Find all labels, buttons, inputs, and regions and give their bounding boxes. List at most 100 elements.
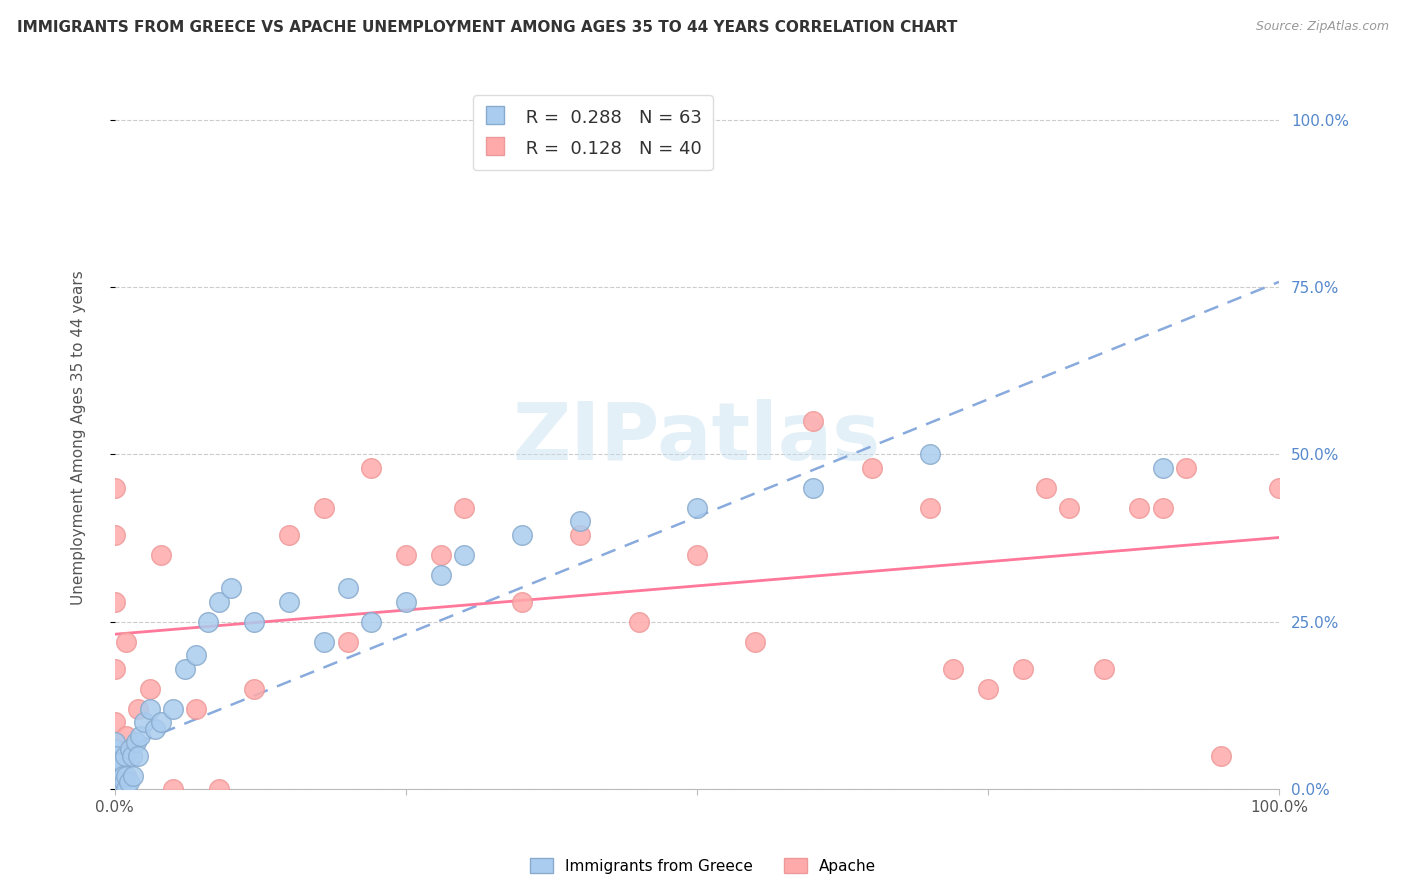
Text: Source: ZipAtlas.com: Source: ZipAtlas.com: [1256, 20, 1389, 33]
Point: [569, 515, 592, 529]
Point: [1035, 481, 1057, 495]
Point: [173, 662, 195, 676]
Point: [127, 702, 149, 716]
Point: [453, 501, 475, 516]
Point: [162, 782, 184, 797]
Legend:  R =  0.288   N = 63,  R =  0.128   N = 40: R = 0.288 N = 63, R = 0.128 N = 40: [472, 95, 713, 170]
Point: [104, 735, 127, 749]
Point: [104, 662, 127, 676]
Point: [1152, 501, 1174, 516]
Point: [112, 775, 135, 789]
Point: [115, 729, 138, 743]
Point: [942, 662, 965, 676]
Point: [801, 414, 824, 428]
Point: [744, 635, 766, 649]
Point: [110, 769, 132, 783]
Point: [104, 762, 127, 776]
Point: [314, 501, 336, 516]
Point: [510, 595, 533, 609]
Point: [111, 756, 134, 770]
Point: [243, 615, 266, 629]
Point: [111, 775, 134, 789]
Point: [801, 481, 824, 495]
Point: [132, 715, 155, 730]
Point: [860, 461, 883, 475]
Point: [569, 528, 592, 542]
Point: [107, 762, 129, 776]
Point: [104, 775, 127, 789]
Point: [104, 769, 127, 783]
Point: [111, 782, 134, 797]
Point: [104, 481, 127, 495]
Point: [918, 501, 941, 516]
Point: [108, 775, 131, 789]
Point: [219, 582, 242, 596]
Point: [336, 582, 359, 596]
Point: [127, 748, 149, 763]
Point: [150, 548, 173, 562]
Point: [278, 595, 301, 609]
Point: [104, 762, 127, 776]
Point: [145, 722, 167, 736]
Point: [104, 748, 127, 763]
Point: [1012, 662, 1035, 676]
Point: [114, 748, 136, 763]
Point: [510, 528, 533, 542]
Point: [150, 715, 173, 730]
Point: [105, 782, 128, 797]
Point: [243, 681, 266, 696]
Point: [104, 769, 127, 783]
Point: [278, 528, 301, 542]
Point: [1059, 501, 1081, 516]
Point: [104, 742, 127, 756]
Point: [104, 782, 127, 797]
Point: [977, 681, 1000, 696]
Point: [627, 615, 650, 629]
Point: [111, 769, 134, 783]
Text: IMMIGRANTS FROM GREECE VS APACHE UNEMPLOYMENT AMONG AGES 35 TO 44 YEARS CORRELAT: IMMIGRANTS FROM GREECE VS APACHE UNEMPLO…: [17, 20, 957, 35]
Point: [104, 782, 127, 797]
Point: [105, 756, 128, 770]
Point: [115, 769, 138, 783]
Point: [360, 615, 382, 629]
Legend: Immigrants from Greece, Apache: Immigrants from Greece, Apache: [524, 852, 882, 880]
Point: [1268, 481, 1291, 495]
Point: [186, 702, 208, 716]
Point: [107, 775, 129, 789]
Point: [314, 635, 336, 649]
Point: [104, 775, 127, 789]
Point: [138, 702, 160, 716]
Y-axis label: Unemployment Among Ages 35 to 44 years: Unemployment Among Ages 35 to 44 years: [72, 270, 86, 605]
Point: [104, 769, 127, 783]
Point: [395, 595, 418, 609]
Point: [453, 548, 475, 562]
Point: [115, 782, 138, 797]
Point: [208, 782, 231, 797]
Point: [1174, 461, 1197, 475]
Point: [122, 769, 145, 783]
Point: [121, 748, 143, 763]
Point: [360, 461, 382, 475]
Point: [110, 782, 132, 797]
Point: [105, 769, 128, 783]
Point: [197, 615, 219, 629]
Point: [124, 735, 146, 749]
Point: [118, 742, 141, 756]
Point: [104, 782, 127, 797]
Point: [104, 756, 127, 770]
Point: [1092, 662, 1115, 676]
Point: [162, 702, 184, 716]
Point: [1128, 501, 1150, 516]
Point: [395, 548, 418, 562]
Point: [1152, 461, 1174, 475]
Point: [686, 501, 709, 516]
Point: [104, 595, 127, 609]
Point: [429, 548, 451, 562]
Point: [115, 635, 138, 649]
Point: [104, 715, 127, 730]
Point: [118, 775, 141, 789]
Point: [104, 528, 127, 542]
Point: [208, 595, 231, 609]
Point: [104, 748, 127, 763]
Point: [429, 568, 451, 582]
